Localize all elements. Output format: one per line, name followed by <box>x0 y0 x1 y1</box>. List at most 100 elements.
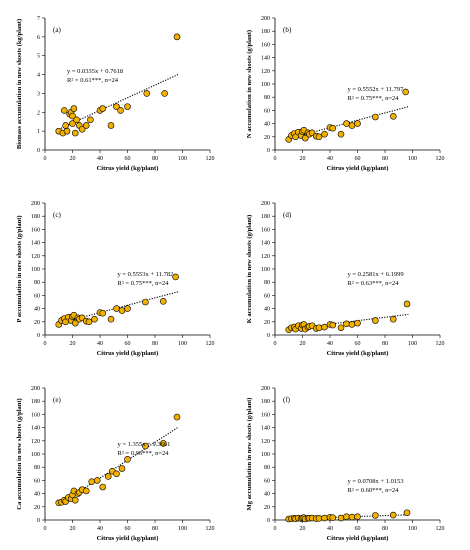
panel-f: 0 20 40 60 80 100 120 140 160 180 200 0 20 40 60 80 100 1… <box>246 386 445 542</box>
y-tick-label: 140 <box>31 241 40 247</box>
data-point <box>143 90 151 97</box>
data-point <box>389 113 397 120</box>
y-axis-label: Mg accumulation in new shoots (g/plant) <box>246 398 253 511</box>
data-point <box>329 321 337 329</box>
regression-equation: y = 1.355x + 9.3661 <box>118 441 171 448</box>
y-axis-label: P accumulation in new shoots (g/plant) <box>16 215 23 322</box>
data-point <box>315 324 323 332</box>
panel-c: 0 20 40 60 80 100 120 140 160 180 200 0 20 40 60 80 100 1… <box>16 201 215 357</box>
data-point <box>337 514 345 522</box>
x-tick-label: 120 <box>206 156 215 162</box>
panel-letter: (a) <box>53 26 61 34</box>
data-point <box>315 133 323 141</box>
y-tick-label: 60 <box>264 293 270 299</box>
y-tick-label: 160 <box>31 412 40 418</box>
data-point <box>354 120 361 127</box>
x-tick-label: 40 <box>97 341 103 347</box>
y-tick-label: 100 <box>261 267 270 273</box>
x-tick-label: 40 <box>97 526 103 532</box>
data-point <box>63 127 71 135</box>
x-tick-label: 120 <box>436 341 445 347</box>
x-tick-label: 0 <box>44 526 47 532</box>
y-axis-label: Biomass accumulation in new shoots (kg/p… <box>16 19 23 149</box>
regression-equation: y = 0.0335x + 0.7618 <box>67 68 123 75</box>
x-tick-label: 20 <box>300 156 306 162</box>
data-point <box>62 122 69 129</box>
x-tick-label: 60 <box>125 341 131 347</box>
data-point <box>354 319 361 327</box>
x-axis-label: Citrus yield (kg/plant) <box>327 535 389 542</box>
data-point <box>173 413 181 421</box>
regression-equation: y = 0.5553x + 11.782 <box>118 271 174 278</box>
r-squared-label: R² = 0.61***, n=24 <box>67 77 119 84</box>
y-tick-label: 180 <box>261 214 270 220</box>
y-tick-label: 6 <box>37 35 40 41</box>
data-point <box>99 483 107 491</box>
y-tick-label: 160 <box>261 42 270 48</box>
y-tick-label: 60 <box>34 293 40 299</box>
x-tick-label: 100 <box>178 341 187 347</box>
data-point <box>389 315 397 323</box>
r-squared-label: R² = 0.60***, n=24 <box>348 487 400 494</box>
x-tick-label: 40 <box>327 526 333 532</box>
data-point <box>403 509 411 517</box>
x-tick-label: 0 <box>274 341 277 347</box>
data-point <box>348 513 356 521</box>
panel-d: 0 20 40 60 80 100 120 140 160 180 200 0 20 40 60 80 100 1… <box>246 201 445 357</box>
x-tick-label: 0 <box>44 156 47 162</box>
data-point <box>118 307 126 314</box>
y-tick-label: 60 <box>264 478 270 484</box>
data-point <box>60 107 68 114</box>
y-tick-label: 4 <box>37 73 40 79</box>
y-tick-label: 0 <box>267 333 270 339</box>
y-tick-label: 120 <box>31 254 40 260</box>
y-tick-label: 20 <box>264 320 270 326</box>
x-tick-label: 20 <box>70 341 76 347</box>
data-point <box>142 442 149 450</box>
y-tick-label: 0 <box>37 148 40 154</box>
data-point <box>113 305 120 312</box>
r-squared-label: R² = 0.63***, n=24 <box>348 280 400 287</box>
y-tick-label: 120 <box>31 439 40 445</box>
x-tick-label: 60 <box>355 526 361 532</box>
y-axis-label: K accumulation in new shoots (g/plant) <box>246 215 253 324</box>
x-axis-label: Citrus yield (kg/plant) <box>327 165 389 172</box>
panel-letter: (e) <box>53 396 61 404</box>
regression-equation: y = 0.2581x + 6.1999 <box>348 271 404 278</box>
x-tick-label: 80 <box>382 156 388 162</box>
y-tick-label: 100 <box>31 452 40 458</box>
y-tick-label: 40 <box>264 307 270 313</box>
data-point <box>354 513 361 521</box>
x-tick-label: 40 <box>327 341 333 347</box>
x-tick-label: 0 <box>274 526 277 532</box>
data-point <box>107 315 115 323</box>
x-tick-label: 40 <box>327 156 333 162</box>
panel-letter: (d) <box>283 211 292 219</box>
data-point <box>372 317 379 324</box>
y-tick-label: 20 <box>264 505 270 511</box>
y-tick-label: 140 <box>31 426 40 432</box>
y-tick-label: 160 <box>261 412 270 418</box>
y-tick-label: 100 <box>31 267 40 273</box>
panel-letter: (c) <box>53 211 61 219</box>
data-point <box>159 440 167 447</box>
data-point <box>88 478 96 486</box>
y-tick-label: 3 <box>37 91 40 97</box>
data-point <box>71 319 79 327</box>
data-point <box>321 323 328 331</box>
y-tick-label: 20 <box>34 505 40 511</box>
data-point <box>69 120 76 127</box>
y-axis-label: N accumulation in new shoots (g/plant) <box>246 30 253 138</box>
y-tick-label: 5 <box>37 54 40 60</box>
y-tick-label: 180 <box>261 399 270 405</box>
y-tick-label: 120 <box>261 439 270 445</box>
data-point <box>161 90 168 97</box>
y-tick-label: 140 <box>261 56 270 62</box>
regression-equation: y = 0.0708x + 1.0153 <box>348 478 404 485</box>
data-point <box>113 103 120 110</box>
data-point <box>348 321 356 328</box>
y-tick-label: 60 <box>264 108 270 114</box>
data-point <box>343 513 350 521</box>
data-point <box>73 116 80 124</box>
